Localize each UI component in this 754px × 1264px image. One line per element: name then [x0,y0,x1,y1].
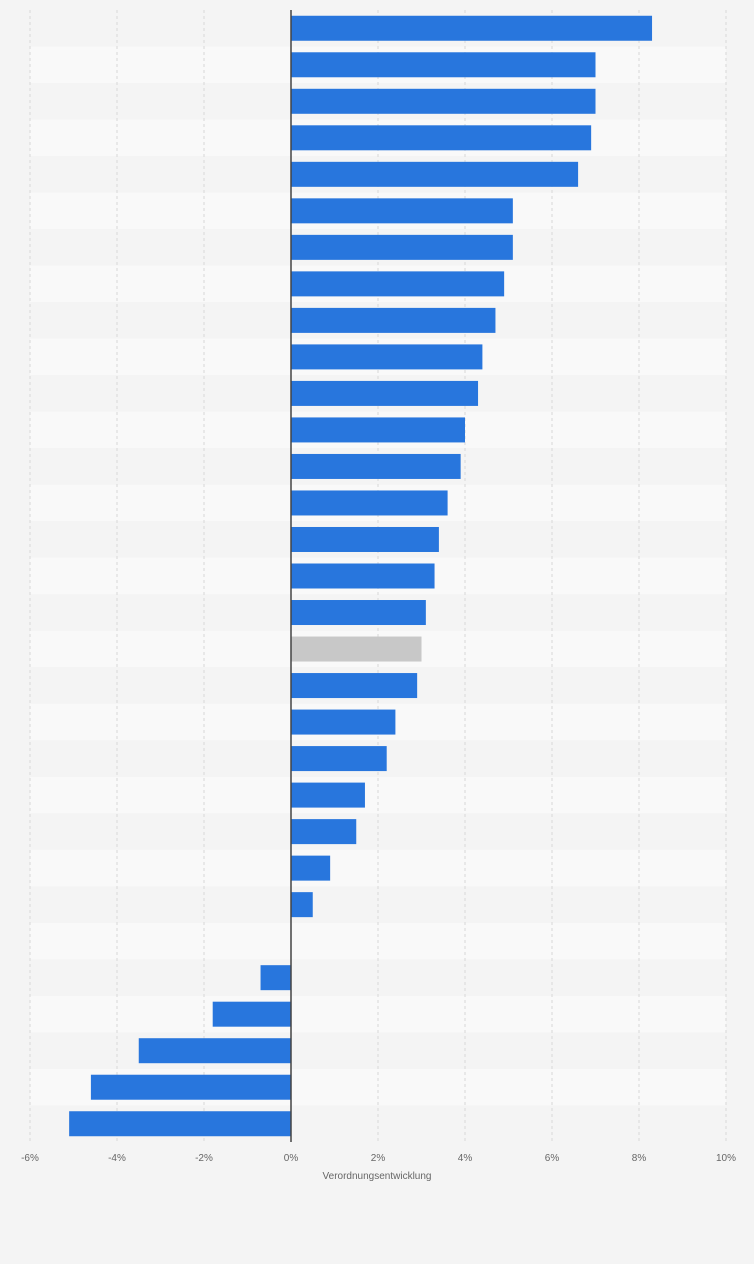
bar [291,709,396,735]
bar [291,307,496,333]
x-tick-label: 10% [716,1153,736,1164]
row-stripe [30,813,726,850]
bar [291,636,422,662]
bar [291,892,313,918]
bars [69,15,653,1137]
bar [291,563,435,589]
bar [291,490,448,516]
bar [291,673,418,699]
x-tick-label: 2% [371,1153,386,1164]
bar [291,161,579,187]
x-tick-labels: -6% -4% -2% 0% 2% 4% 6% 8% 10% [21,1153,736,1164]
bar [260,965,291,991]
bar [291,782,365,808]
x-tick-label: -2% [195,1153,213,1164]
x-axis-label: Verordnungsentwicklung [323,1171,432,1182]
row-stripe [30,776,726,814]
bar [90,1074,292,1100]
bar [291,417,465,443]
bar [291,88,596,114]
bar [291,234,513,260]
x-tick-label: -6% [21,1153,39,1164]
bar [291,746,387,772]
x-tick-label: -4% [108,1153,126,1164]
x-tick-label: 4% [458,1153,473,1164]
bar [291,344,483,370]
bar [291,125,592,151]
x-tick-label: 8% [632,1153,647,1164]
bar [291,819,357,845]
x-tick-label: 0% [284,1153,299,1164]
bar [212,1001,291,1027]
x-tick-label: 6% [545,1153,560,1164]
bar [291,15,653,41]
bar [291,526,439,552]
bar [291,855,331,881]
bar [291,52,596,78]
bar [138,1038,291,1064]
bar [291,198,513,224]
bar [291,271,505,297]
bar [291,380,479,406]
bar [291,453,461,479]
bar [291,600,426,626]
bar [69,1111,292,1137]
